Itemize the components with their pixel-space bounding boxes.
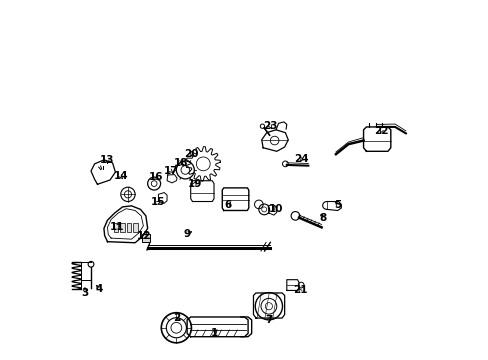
Text: 24: 24 <box>294 154 308 164</box>
Text: 14: 14 <box>113 171 128 181</box>
Bar <box>126 223 131 231</box>
Text: 17: 17 <box>163 166 178 176</box>
Text: 16: 16 <box>148 172 163 182</box>
Text: 3: 3 <box>81 288 88 298</box>
Text: 21: 21 <box>292 285 306 296</box>
Text: 5: 5 <box>333 200 341 210</box>
Text: 22: 22 <box>373 126 388 135</box>
Text: 10: 10 <box>268 204 283 214</box>
Text: 1: 1 <box>210 328 217 338</box>
Bar <box>133 223 137 231</box>
Bar <box>142 234 150 242</box>
Text: 12: 12 <box>137 231 151 240</box>
Text: 15: 15 <box>151 197 165 207</box>
Text: 13: 13 <box>100 155 115 165</box>
Text: 7: 7 <box>264 315 272 325</box>
Bar <box>120 223 124 231</box>
Text: 18: 18 <box>173 158 187 168</box>
Text: 19: 19 <box>187 179 202 189</box>
Text: 20: 20 <box>184 149 198 159</box>
Text: 2: 2 <box>172 313 180 323</box>
Bar <box>113 223 118 231</box>
Text: 9: 9 <box>183 229 190 239</box>
Text: 11: 11 <box>110 222 124 231</box>
Text: 23: 23 <box>263 121 277 131</box>
Text: 8: 8 <box>319 213 326 222</box>
Text: 4: 4 <box>95 284 103 294</box>
Text: 6: 6 <box>224 200 231 210</box>
